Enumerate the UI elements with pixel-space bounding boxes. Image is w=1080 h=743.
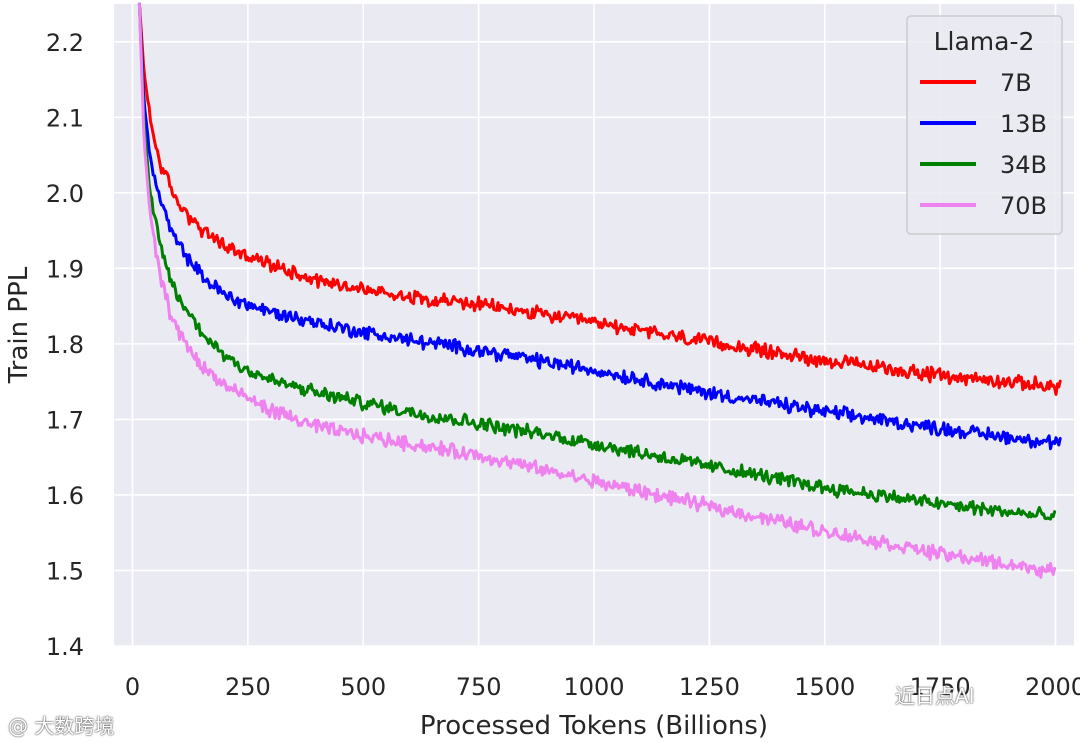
legend-items: 7B 13B 34B 70B [920,69,1047,220]
x-tick-label: 2000 [1025,673,1080,701]
x-tick-label: 250 [225,673,271,701]
y-tick-label: 1.8 [46,331,84,359]
x-tick-label: 1750 [910,673,971,701]
watermark-bottom-left: @ 大数跨境 [8,714,115,738]
y-tick-label: 1.5 [46,557,84,585]
y-tick-label: 1.6 [46,482,84,510]
y-tick-label: 1.4 [46,633,84,661]
x-tick-label: 1250 [679,673,740,701]
y-tick-label: 1.7 [46,406,84,434]
legend: Llama-2 7B 13B 34B 70B [906,15,1063,235]
watermark-bottom-right: 近日点AI [895,684,975,708]
series-line-34b [137,2,1057,521]
y-tick-label: 2.2 [46,29,84,57]
tick-labels: 0 250 500 750 1000 1250 1500 1750 2000 1.4 1.5 1.6 1… [46,29,1080,701]
legend-box [906,15,1063,235]
legend-label-34b: 34B [1000,151,1047,179]
x-tick-label: 1000 [563,673,624,701]
series-line-13b [137,2,1062,451]
x-tick-label: 0 [125,673,140,701]
y-axis-label: Train PPL [4,266,34,384]
x-axis-label: Processed Tokens (Billions) [420,711,768,741]
series-line-7b [137,2,1062,396]
x-tick-label: 1500 [794,673,855,701]
legend-label-7b: 7B [1000,69,1032,97]
y-tick-label: 1.9 [46,255,84,283]
series-layer [137,2,1062,579]
y-tick-label: 2.1 [46,104,84,132]
legend-title: Llama-2 [934,27,1035,56]
x-tick-label: 500 [340,673,386,701]
y-tick-label: 2.0 [46,180,84,208]
legend-label-13b: 13B [1000,110,1047,138]
series-line-70b [137,2,1057,579]
x-tick-label: 750 [456,673,502,701]
legend-label-70b: 70B [1000,192,1047,220]
